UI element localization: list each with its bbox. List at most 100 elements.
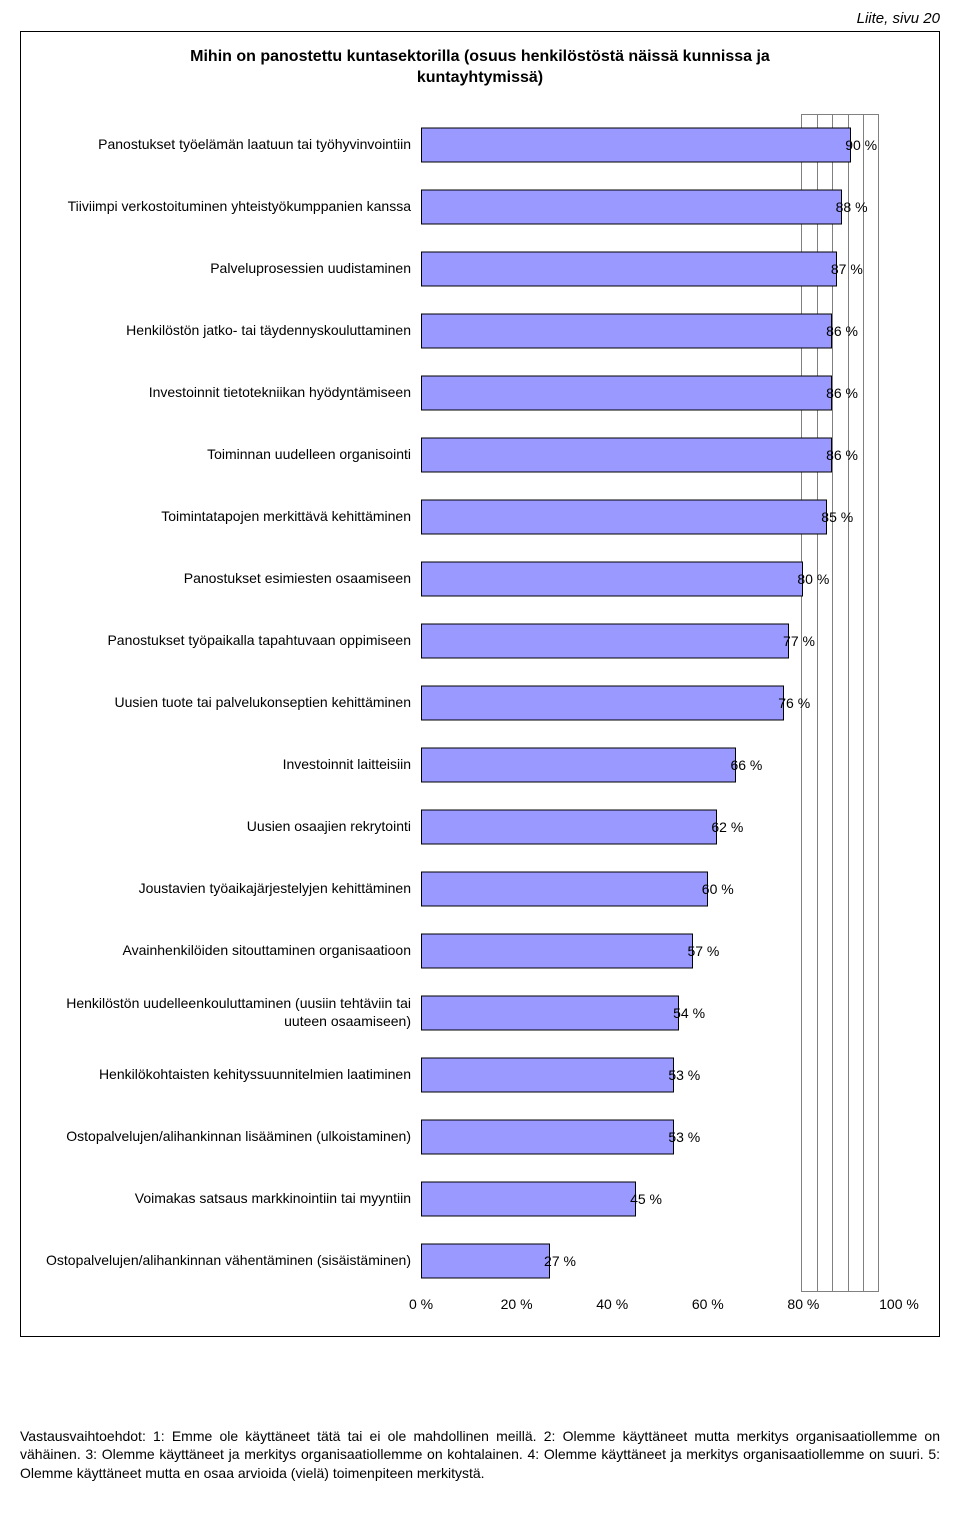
bar [421,995,679,1030]
bar-zone: 66 % [421,734,899,796]
bar [421,623,789,658]
bar-rows: Panostukset työelämän laatuun tai työhyv… [41,114,919,1292]
x-tick-label: 80 % [787,1296,819,1312]
bar-zone: 60 % [421,858,899,920]
chart-container: Mihin on panostettu kuntasektorilla (osu… [20,31,940,1337]
x-tick-label: 60 % [692,1296,724,1312]
bar-row: Avainhenkilöiden sitouttaminen organisaa… [41,920,919,982]
bar [421,685,784,720]
bar-value-label: 85 % [821,509,853,525]
bar-zone: 53 % [421,1106,899,1168]
bar-row: Panostukset esimiesten osaamiseen80 % [41,548,919,610]
bar-value-label: 87 % [831,261,863,277]
x-tick-label: 40 % [596,1296,628,1312]
bar-value-label: 90 % [845,137,877,153]
bar-value-label: 54 % [673,1005,705,1021]
bar-value-label: 27 % [544,1253,576,1269]
category-label: Toimintatapojen merkittävä kehittäminen [41,508,421,526]
bar-row: Investoinnit laitteisiin 66 % [41,734,919,796]
bar [421,437,832,472]
bar-row: Ostopalvelujen/alihankinnan vähentäminen… [41,1230,919,1292]
bar-zone: 90 % [421,114,899,176]
bar [421,1243,550,1278]
bar-value-label: 66 % [730,757,762,773]
category-label: Uusien tuote tai palvelukonseptien kehit… [41,694,421,712]
bar-row: Uusien osaajien rekrytointi 62 % [41,796,919,858]
bar-zone: 87 % [421,238,899,300]
category-label: Joustavien työaikajärjestelyjen kehittäm… [41,880,421,898]
bar-row: Henkilökohtaisten kehityssuunnitelmien l… [41,1044,919,1106]
x-axis: 0 %20 %40 %60 %80 %100 % [421,1292,899,1316]
bar-value-label: 60 % [702,881,734,897]
bar [421,933,693,968]
bar [421,1119,674,1154]
chart-title: Mihin on panostettu kuntasektorilla (osu… [130,47,830,89]
bar [421,747,736,782]
bar-zone: 57 % [421,920,899,982]
bar-value-label: 88 % [836,199,868,215]
bar-zone: 54 % [421,982,899,1044]
bar-row: Joustavien työaikajärjestelyjen kehittäm… [41,858,919,920]
bar-row: Panostukset työpaikalla tapahtuvaan oppi… [41,610,919,672]
bar-zone: 86 % [421,362,899,424]
bar-zone: 80 % [421,548,899,610]
bar-row: Investoinnit tietotekniikan hyödyntämise… [41,362,919,424]
page-header-appendix: Liite, sivu 20 [20,10,940,27]
category-label: Tiiviimpi verkostoituminen yhteistyökump… [41,198,421,216]
category-label: Henkilöstön jatko- tai täydennyskoulutta… [41,322,421,340]
bar-value-label: 62 % [711,819,743,835]
bar-row: Panostukset työelämän laatuun tai työhyv… [41,114,919,176]
x-tick-label: 20 % [501,1296,533,1312]
bar-zone: 86 % [421,300,899,362]
bar-row: Voimakas satsaus markkinointiin tai myyn… [41,1168,919,1230]
bar-value-label: 53 % [668,1067,700,1083]
bar [421,375,832,410]
bar-row: Toimintatapojen merkittävä kehittäminen 8… [41,486,919,548]
bar-zone: 27 % [421,1230,899,1292]
bar-value-label: 76 % [778,695,810,711]
footer-note: Vastausvaihtoehdot: 1: Emme ole käyttäne… [20,1427,940,1484]
category-label: Investoinnit tietotekniikan hyödyntämise… [41,384,421,402]
category-label: Palveluprosessien uudistaminen [41,260,421,278]
bar-zone: 53 % [421,1044,899,1106]
category-label: Investoinnit laitteisiin [41,756,421,774]
bar-zone: 85 % [421,486,899,548]
bar [421,1057,674,1092]
category-label: Panostukset esimiesten osaamiseen [41,570,421,588]
bar-zone: 88 % [421,176,899,238]
bar [421,189,842,224]
category-label: Uusien osaajien rekrytointi [41,818,421,836]
category-label: Toiminnan uudelleen organisointi [41,446,421,464]
x-tick-label: 0 % [409,1296,433,1312]
bar [421,1181,636,1216]
bar-row: Henkilöstön jatko- tai täydennyskoulutta… [41,300,919,362]
category-label: Panostukset työpaikalla tapahtuvaan oppi… [41,632,421,650]
bar [421,499,827,534]
bar-value-label: 45 % [630,1191,662,1207]
bar-zone: 77 % [421,610,899,672]
bar-value-label: 57 % [687,943,719,959]
bar [421,251,837,286]
x-tick-label: 100 % [879,1296,919,1312]
bar-value-label: 53 % [668,1129,700,1145]
bar-zone: 62 % [421,796,899,858]
bar-value-label: 86 % [826,447,858,463]
category-label: Panostukset työelämän laatuun tai työhyv… [41,136,421,154]
bar-zone: 76 % [421,672,899,734]
category-label: Ostopalvelujen/alihankinnan vähentäminen… [41,1252,421,1270]
bar-row: Tiiviimpi verkostoituminen yhteistyökump… [41,176,919,238]
bar-zone: 45 % [421,1168,899,1230]
bar [421,561,803,596]
bar-row: Palveluprosessien uudistaminen 87 % [41,238,919,300]
bar [421,871,708,906]
bar-value-label: 86 % [826,323,858,339]
bar-value-label: 86 % [826,385,858,401]
category-label: Ostopalvelujen/alihankinnan lisääminen (… [41,1128,421,1146]
category-label: Voimakas satsaus markkinointiin tai myyn… [41,1190,421,1208]
bar [421,809,717,844]
bar-row: Ostopalvelujen/alihankinnan lisääminen (… [41,1106,919,1168]
bar-value-label: 77 % [783,633,815,649]
bar [421,313,832,348]
category-label: Henkilöstön uudelleenkouluttaminen (uusi… [41,995,421,1030]
bar-row: Henkilöstön uudelleenkouluttaminen (uusi… [41,982,919,1044]
